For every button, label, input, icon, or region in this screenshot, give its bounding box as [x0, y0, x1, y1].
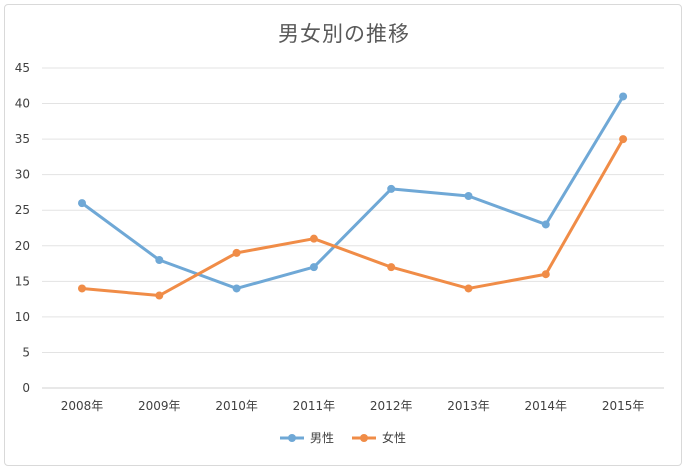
- data-point: [541, 270, 550, 279]
- y-tick-label: 25: [15, 203, 30, 217]
- x-tick-label: 2015年: [602, 399, 645, 413]
- y-tick-label: 45: [15, 61, 30, 75]
- legend-label: 男性: [310, 431, 334, 445]
- gridlines: [42, 67, 664, 389]
- x-tick-label: 2013年: [447, 399, 490, 413]
- y-tick-label: 35: [15, 132, 30, 146]
- series-line-0: [80, 94, 625, 290]
- legend: 男性 女性: [280, 430, 406, 445]
- chart-title: 男女別の推移: [278, 22, 410, 46]
- data-point: [309, 263, 318, 272]
- data-point: [464, 284, 473, 293]
- data-point: [464, 192, 473, 200]
- y-axis-ticks: 0 5 10 15 20 25 30 35 40 45: [15, 61, 30, 395]
- x-tick-label: 2010年: [215, 399, 258, 413]
- legend-swatch-marker: [360, 434, 368, 442]
- data-point: [78, 199, 86, 208]
- data-point: [387, 263, 396, 272]
- legend-swatch-marker: [288, 434, 296, 442]
- data-point: [541, 220, 550, 229]
- data-point: [387, 184, 396, 193]
- y-tick-label: 0: [22, 381, 30, 395]
- x-tick-label: 2011年: [293, 399, 336, 413]
- series-group: [78, 92, 628, 300]
- data-point: [78, 284, 86, 293]
- legend-label: 女性: [382, 430, 406, 445]
- data-point: [232, 248, 241, 257]
- y-tick-label: 20: [15, 239, 30, 253]
- data-point: [619, 92, 628, 101]
- x-tick-label: 2009年: [138, 399, 181, 413]
- data-point: [309, 234, 318, 243]
- y-tick-label: 40: [15, 97, 30, 111]
- data-point: [619, 135, 628, 144]
- data-point: [232, 284, 241, 293]
- data-point: [155, 256, 164, 264]
- y-tick-label: 15: [15, 274, 30, 288]
- x-tick-label: 2014年: [525, 399, 568, 413]
- x-tick-label: 2008年: [61, 399, 104, 413]
- data-point: [155, 291, 164, 300]
- y-tick-label: 30: [15, 168, 30, 182]
- x-axis-ticks: 2008年 2009年 2010年 2011年 2012年 2013年 2014年 2015年: [61, 399, 645, 413]
- x-tick-label: 2012年: [370, 399, 413, 413]
- y-tick-label: 5: [22, 345, 30, 359]
- y-tick-label: 10: [15, 310, 30, 324]
- series-line-1: [80, 137, 625, 298]
